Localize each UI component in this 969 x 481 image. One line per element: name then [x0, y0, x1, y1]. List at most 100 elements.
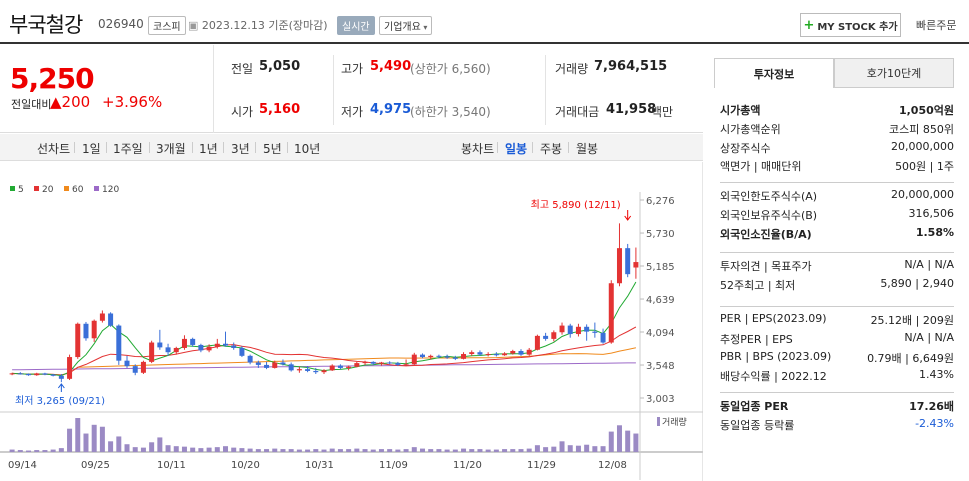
candle-body: [337, 365, 343, 368]
period-button[interactable]: 3년: [231, 142, 250, 156]
volume-bar: [58, 448, 64, 452]
volume-bar: [9, 449, 15, 452]
quick-order-button[interactable]: 빠른주문: [916, 19, 957, 32]
divider: [333, 55, 334, 125]
candle-body: [42, 373, 48, 375]
volume-bar: [395, 449, 401, 452]
candle-body: [264, 364, 270, 368]
info-label: 시가총액순위: [720, 122, 781, 136]
change-value: ▲200: [50, 93, 91, 111]
candle-body: [411, 354, 417, 365]
volume-bar: [551, 446, 557, 452]
period-button[interactable]: 1일: [82, 142, 101, 156]
volume-label: 거래량: [555, 62, 589, 76]
volume-bar: [264, 449, 270, 452]
y-tick-label: 5,185: [646, 262, 675, 273]
volume-bar: [346, 449, 352, 452]
candle-body: [181, 338, 187, 348]
low-value: 4,975: [370, 102, 412, 117]
candle-body: [403, 364, 409, 366]
company-info-label: 기업개요: [384, 22, 421, 33]
line-chart-button[interactable]: 선차트: [37, 142, 71, 156]
candle-body: [116, 325, 122, 361]
info-value: 17.26배: [909, 400, 954, 413]
volume-bar: [280, 449, 286, 452]
info-value: 1,050억원: [898, 104, 954, 117]
candlestick-chart[interactable]: 5 20 60 120 6,276 5,730 5,185 4,639 4,094 3,548 3,…: [0, 162, 703, 481]
candle-chart-label[interactable]: 봉차트: [461, 142, 495, 156]
divider: [106, 142, 107, 153]
stock-name: 부국철강: [9, 13, 83, 37]
chevron-down-icon: ▾: [420, 23, 428, 32]
volume-bar: [387, 449, 393, 452]
info-label: 동일업종 등락률: [720, 418, 795, 432]
candle-body: [518, 350, 524, 355]
x-tick-label: 10/31: [305, 460, 334, 471]
date-text: ▣ 2023.12.13 기준(장마감): [188, 17, 328, 33]
calendar-icon: ▣: [188, 19, 202, 32]
open-value: 5,160: [259, 102, 301, 117]
my-stock-label: MY STOCK 추가: [817, 21, 898, 33]
divider: [213, 45, 214, 133]
divider: [532, 142, 533, 153]
period-button[interactable]: 1주일: [113, 142, 143, 156]
period-button[interactable]: 10년: [294, 142, 321, 156]
volume-bar: [83, 433, 89, 452]
x-tick-label: 09/25: [81, 460, 110, 471]
period-button[interactable]: 3개월: [156, 142, 186, 156]
candle-body: [296, 369, 302, 371]
candle-body: [58, 375, 64, 379]
legend-label: 60: [72, 185, 84, 195]
volume-bar: [321, 449, 327, 452]
candle-body: [461, 354, 467, 359]
period-button[interactable]: 5년: [263, 142, 282, 156]
change-label: 전일대비: [11, 98, 52, 111]
x-tick-label: 12/08: [598, 460, 627, 471]
info-row: 추정PER | EPS N/A | N/A: [720, 331, 954, 350]
candle-body: [477, 352, 483, 355]
monthly-button[interactable]: 월봉: [576, 142, 599, 156]
info-label: 배당수익률 | 2022.12: [720, 370, 827, 384]
candle-body: [428, 355, 434, 358]
weekly-button[interactable]: 주봉: [540, 142, 563, 156]
info-value: 20,000,000: [891, 188, 954, 201]
info-label: 시가총액: [720, 104, 761, 117]
period-button[interactable]: 1년: [199, 142, 218, 156]
candle-body: [124, 360, 130, 367]
volume-bar: [354, 448, 360, 452]
candle-body: [485, 354, 491, 356]
info-value: 코스피 850위: [889, 122, 954, 136]
company-info-button[interactable]: 기업개요 ▾: [379, 16, 433, 35]
volume-bar: [526, 448, 532, 452]
info-value: 1.58%: [915, 225, 954, 239]
info-row: 동일업종 PER 17.26배: [720, 398, 954, 417]
volume-bar: [42, 450, 48, 452]
volume-bar: [296, 449, 302, 452]
realtime-button[interactable]: 실시간: [337, 16, 375, 35]
candle-body: [50, 374, 56, 376]
ma20-line: [12, 326, 637, 376]
tab-order-book[interactable]: 호가10단계: [834, 58, 954, 88]
candle-body: [313, 370, 319, 373]
my-stock-add-button[interactable]: + MY STOCK 추가: [800, 13, 901, 37]
candle-body: [272, 362, 278, 368]
info-value: 20,000,000: [891, 139, 954, 153]
volume-bar: [616, 425, 622, 452]
volume-bar: [91, 424, 97, 452]
candle-body: [173, 347, 179, 353]
candle-body: [34, 373, 40, 376]
candle-body: [132, 366, 138, 373]
info-row: 배당수익률 | 2022.12 1.43%: [720, 368, 954, 387]
daily-button[interactable]: 일봉: [505, 142, 528, 156]
ma5-line: [12, 281, 637, 377]
volume-bar: [313, 449, 319, 452]
candle-body: [510, 350, 516, 354]
divider: [74, 142, 75, 153]
volume-bar: [288, 449, 294, 452]
divider: [568, 142, 569, 153]
candle-body: [395, 363, 401, 365]
candle-body: [190, 338, 196, 345]
tab-investment-info[interactable]: 투자정보: [714, 58, 834, 88]
x-tick-label: 09/14: [8, 460, 37, 471]
candle-body: [280, 362, 286, 365]
